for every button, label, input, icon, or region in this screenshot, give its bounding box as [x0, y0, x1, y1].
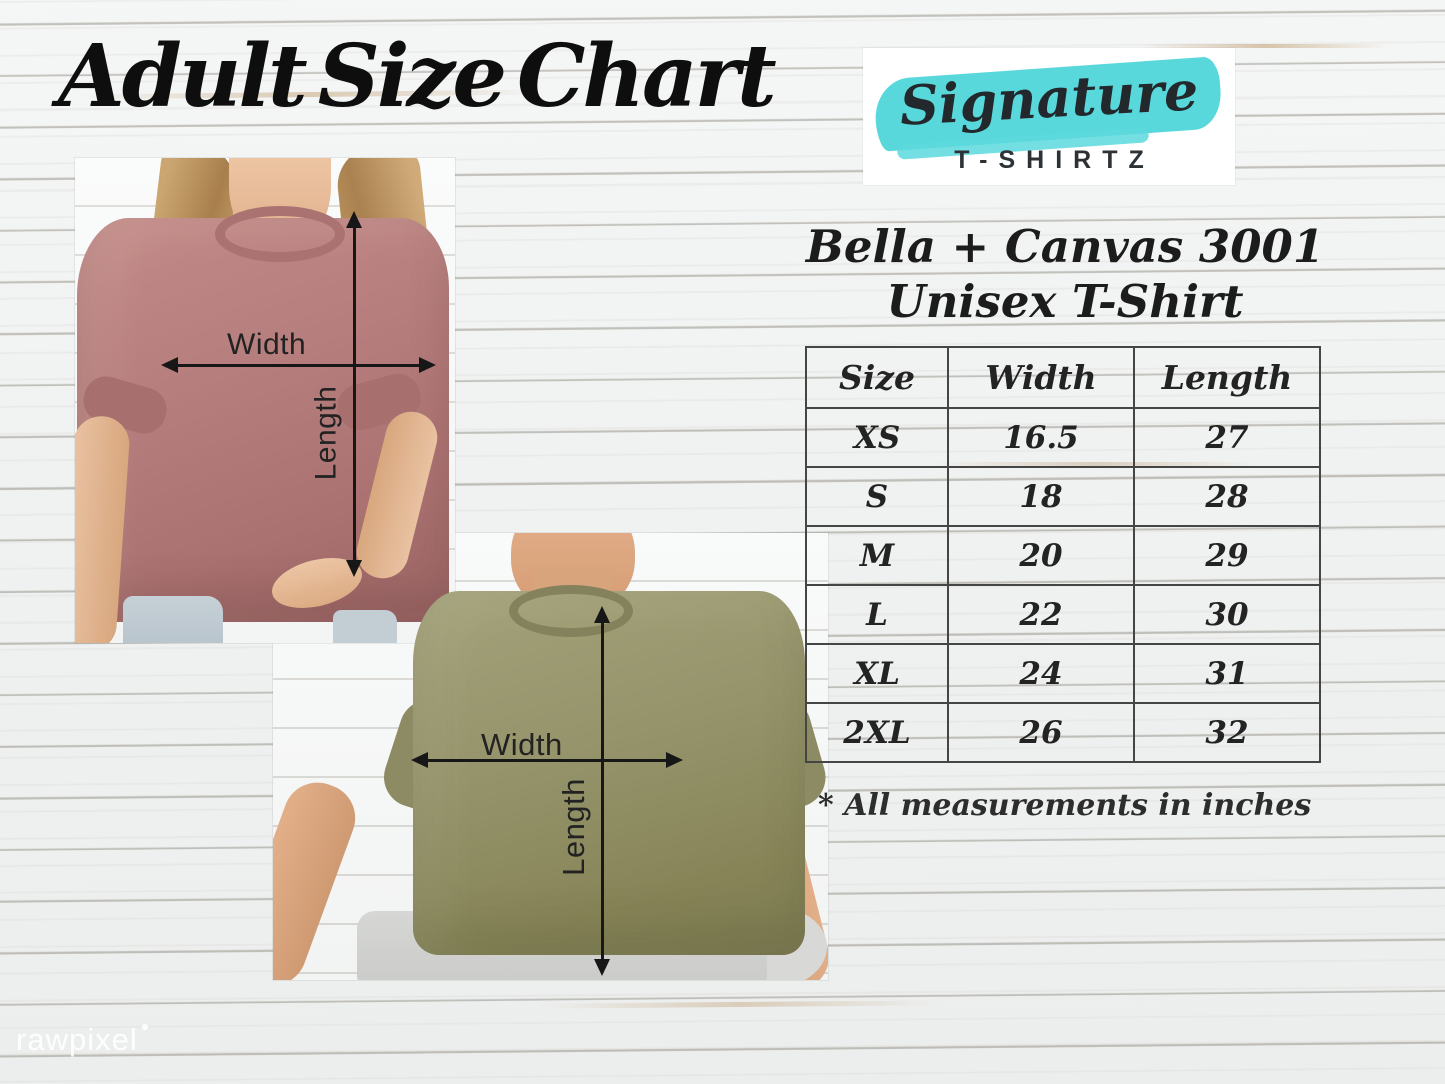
column-header: Size [805, 346, 949, 409]
wood-streak [1140, 44, 1390, 48]
size-table: Size Width Length XS 16.5 27 S 18 28 M 20 29 L 22 30 X… [805, 346, 1321, 763]
table-cell: 16.5 [947, 407, 1135, 468]
brand-logo-card: Signature T-SHIRTZ [863, 48, 1235, 185]
table-header-row: Size Width Length [805, 346, 1321, 409]
man-arm-left [273, 773, 365, 980]
width-label: Width [227, 328, 307, 361]
table-cell: 26 [947, 702, 1135, 763]
arrow-head-icon [594, 959, 610, 976]
table-row: 2XL 26 32 [805, 702, 1321, 763]
woman-tshirt-neckline [215, 206, 345, 262]
table-cell: M [805, 525, 949, 586]
width-arrow [161, 357, 436, 373]
watermark: rawpixel [16, 1022, 148, 1058]
man-tshirt [413, 591, 805, 955]
length-arrow [594, 606, 610, 976]
table-cell: S [805, 466, 949, 527]
table-row: XS 16.5 27 [805, 407, 1321, 468]
table-cell: 29 [1133, 525, 1321, 586]
photo-woman-mauve-tee: Width Length [75, 158, 455, 643]
table-row: S 18 28 [805, 466, 1321, 527]
table-cell: 30 [1133, 584, 1321, 645]
table-cell: 2XL [805, 702, 949, 763]
table-cell: XS [805, 407, 949, 468]
table-cell: 18 [947, 466, 1135, 527]
photo-man-olive-tee: Width Length [273, 533, 828, 980]
column-header: Length [1133, 346, 1321, 409]
table-row: M 20 29 [805, 525, 1321, 586]
table-cell: 32 [1133, 702, 1321, 763]
product-heading-line2: Unisex T-Shirt [886, 274, 1244, 328]
table-row: XL 24 31 [805, 643, 1321, 704]
table-cell: 24 [947, 643, 1135, 704]
arrow-head-icon [411, 752, 428, 768]
table-cell: XL [805, 643, 949, 704]
woman-jeans [333, 610, 397, 643]
woman-jeans [123, 596, 223, 643]
arrow-head-icon [419, 357, 436, 373]
arrow-head-icon [594, 606, 610, 623]
product-heading: Bella + Canvas 3001 Unisex T-Shirt [793, 220, 1337, 330]
arrow-head-icon [346, 211, 362, 228]
page-title: Adult Size Chart [58, 26, 777, 127]
measurements-note: * All measurements in inches [818, 788, 1312, 823]
arrow-head-icon [666, 752, 683, 768]
brand-name-subtext: T-SHIRTZ [954, 146, 1155, 174]
table-row: L 22 30 [805, 584, 1321, 645]
width-arrow [411, 752, 683, 768]
column-header: Width [947, 346, 1135, 409]
length-arrow [346, 211, 362, 577]
width-label: Width [481, 727, 563, 762]
arrow-head-icon [346, 560, 362, 577]
man-tshirt-neckline [509, 585, 633, 637]
watermark-text: rawpixel [16, 1022, 138, 1057]
length-label: Length [309, 385, 343, 481]
table-cell: 31 [1133, 643, 1321, 704]
watermark-mark [141, 1024, 148, 1030]
table-cell: 22 [947, 584, 1135, 645]
product-heading-line1: Bella + Canvas 3001 [805, 220, 1325, 273]
table-cell: 27 [1133, 407, 1321, 468]
table-cell: L [805, 584, 949, 645]
arrow-head-icon [161, 357, 178, 373]
length-label: Length [555, 778, 591, 876]
table-cell: 20 [947, 525, 1135, 586]
table-cell: 28 [1133, 466, 1321, 527]
